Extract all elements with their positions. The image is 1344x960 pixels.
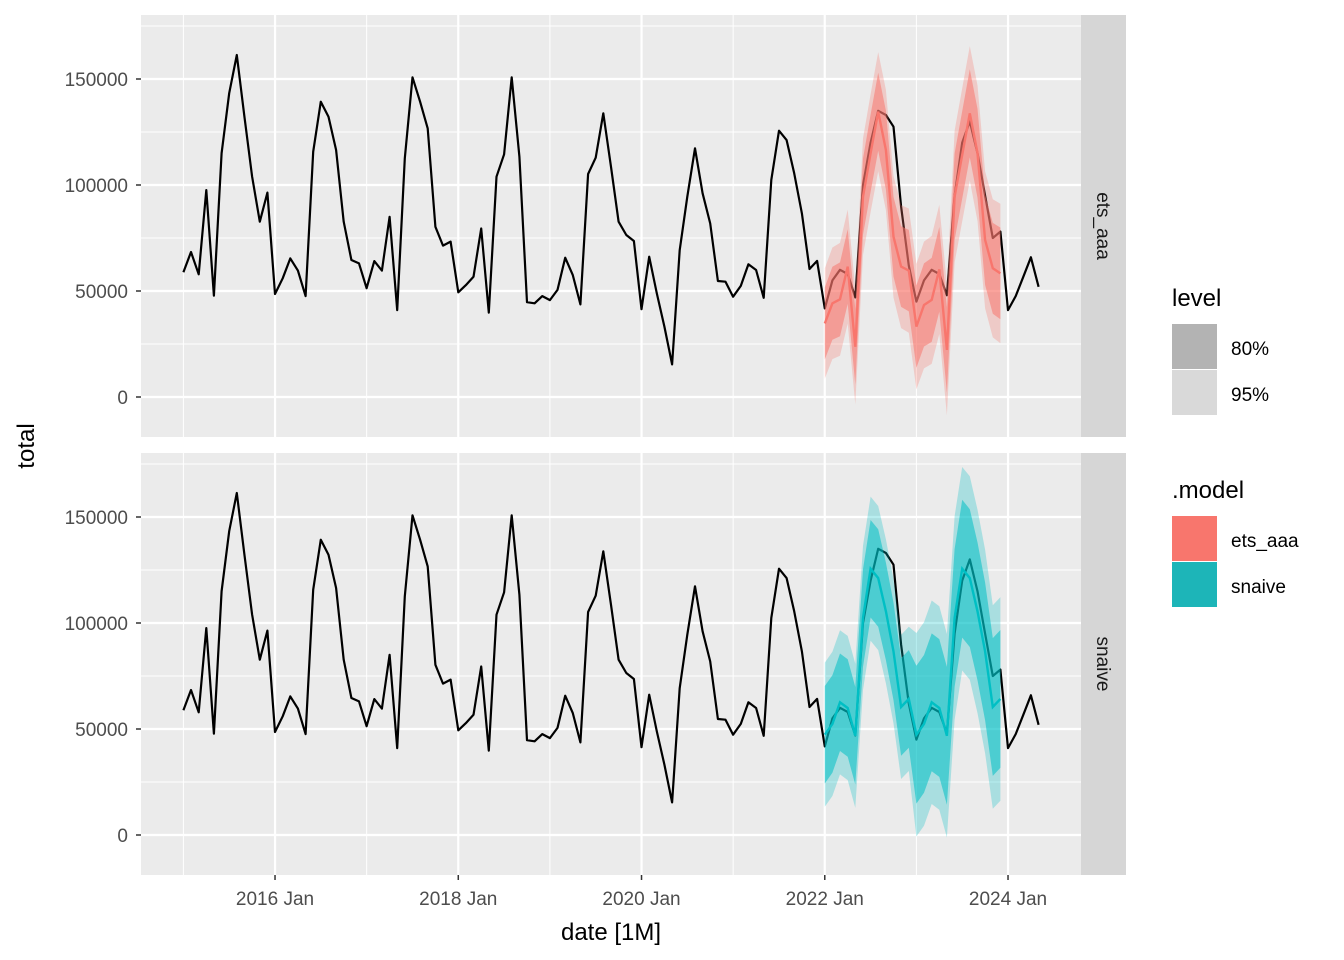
y-tick-label: 0 [117,388,128,409]
x-axis-label: date [1M] [561,919,661,946]
x-tick-label: 2020 Jan [602,889,680,910]
panel-snaive: 0 50000 100000 150000 2016 Jan 2018 Jan 2020 J… [65,453,1126,910]
actual-series-line [182,491,1040,804]
panel-ets_aaa: 0 50000 100000 150000 ets_aaa [65,15,1126,437]
legend-key-ets-aaa [1172,516,1217,561]
legend-label-ets-aaa: ets_aaa [1231,531,1299,552]
facet-strip [1081,453,1126,875]
interval-80-ribbon-ets_aaa [824,69,1001,393]
facet-strip [1081,15,1126,437]
legend-title-level: level [1172,285,1221,312]
forecast-mean-line-snaive [823,565,1002,738]
x-tick-label: 2018 Jan [419,889,497,910]
panel-background [141,15,1081,437]
legend-key-snaive [1172,562,1217,607]
y-tick-label: 0 [117,826,128,847]
facet-strip-label: ets_aaa [1092,192,1113,260]
y-tick-label: 150000 [65,508,128,529]
y-tick-label: 150000 [65,70,128,91]
legend-label-95: 95% [1231,385,1269,406]
x-tick-label: 2016 Jan [236,889,314,910]
y-tick-label: 100000 [65,614,128,635]
facet-strip-label: snaive [1092,637,1113,692]
actual-series-line [182,53,1040,366]
legend-key-80 [1172,324,1217,369]
y-axis-label: total [13,423,40,468]
y-tick-label: 100000 [65,176,128,197]
x-tick-label: 2024 Jan [969,889,1047,910]
x-tick-label: 2022 Jan [786,889,864,910]
forecast-mean-line-ets_aaa [823,111,1002,351]
legend-label-80: 80% [1231,339,1269,360]
legend-key-95 [1172,370,1217,415]
y-tick-label: 50000 [75,282,128,303]
y-tick-label: 50000 [75,720,128,741]
legend-label-snaive: snaive [1231,577,1286,598]
legend-title-model: .model [1172,477,1244,504]
legend: level 80% 95% .model ets_aaa snaive [1172,285,1299,607]
